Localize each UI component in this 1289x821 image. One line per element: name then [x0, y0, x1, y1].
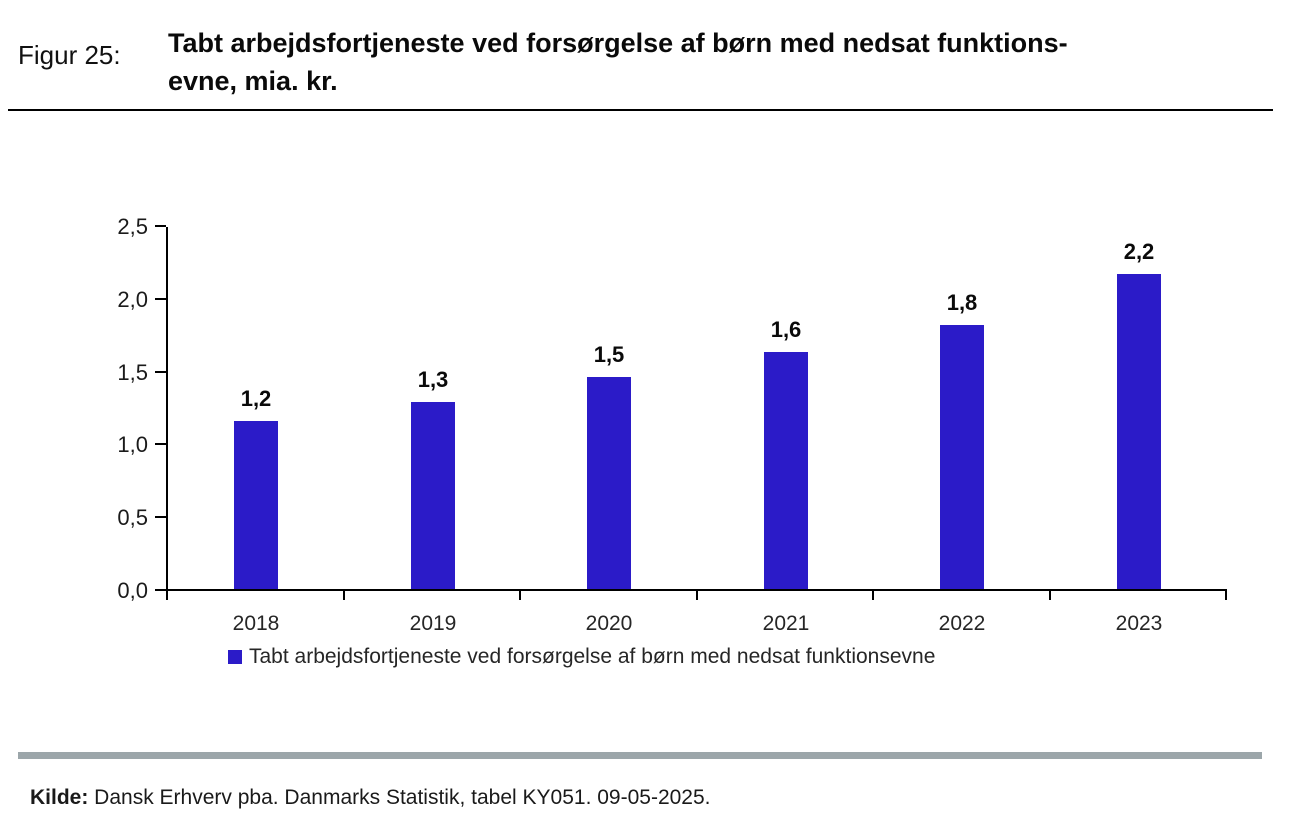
bar-value-label-2022: 1,8 [946, 290, 978, 315]
source-text: Dansk Erhverv pba. Danmarks Statistik, t… [88, 786, 711, 809]
y-axis-tick [155, 225, 166, 227]
figure-number-label: Figur 25: [18, 40, 121, 70]
y-axis-tick-label: 1,0 [117, 432, 148, 458]
chart-legend: Tabt arbejdsfortjeneste ved forsørgelse … [228, 645, 935, 669]
x-axis-label-2023: 2023 [1115, 612, 1163, 635]
x-axis-tick [1225, 591, 1227, 600]
x-axis-tick [1048, 591, 1051, 600]
x-axis-tick [519, 591, 521, 600]
bar-2023 [1117, 274, 1161, 589]
bar-value-label-2023: 2,2 [1123, 239, 1155, 264]
title-divider [8, 109, 1273, 111]
x-axis-label-2020: 2020 [585, 612, 633, 635]
x-axis-tick [342, 591, 345, 600]
y-axis-tick [155, 589, 166, 591]
bar-2018 [234, 421, 278, 589]
x-axis-label-2018: 2018 [232, 612, 280, 635]
x-axis-tick [872, 591, 874, 600]
y-axis-tick-label: 0,5 [117, 505, 148, 531]
x-axis-label-2021: 2021 [762, 612, 810, 635]
figure-title-line-2: evne, mia. kr. [168, 66, 338, 96]
x-axis-label-2019: 2019 [409, 612, 457, 635]
source-label: Kilde: [30, 786, 89, 809]
figure-title: Tabt arbejdsfortjeneste ved forsørgelse … [168, 24, 1278, 100]
bar-2020 [587, 377, 631, 589]
footer-divider [18, 752, 1262, 759]
source-line: Kilde: Dansk Erhverv pba. Danmarks Stati… [30, 786, 711, 810]
y-axis-tick [155, 297, 166, 300]
y-axis-tick-label: 0,0 [117, 578, 148, 603]
x-axis-tick [695, 591, 698, 600]
bar-value-label-2021: 1,6 [770, 317, 802, 342]
y-axis-tick [155, 516, 166, 519]
y-axis-tick [155, 443, 166, 446]
y-axis-tick-label: 2,0 [117, 286, 148, 312]
y-axis-tick-label: 1,5 [117, 359, 148, 385]
bar-2022 [940, 325, 984, 589]
x-axis-label-2022: 2022 [938, 612, 986, 635]
figure-title-line-1: Tabt arbejdsfortjeneste ved forsørgelse … [168, 28, 1068, 58]
x-axis-tick [166, 591, 168, 600]
x-axis-line [166, 589, 1227, 591]
y-axis-tick [155, 370, 166, 373]
y-axis-tick-label: 2,5 [117, 214, 148, 239]
legend-swatch [228, 650, 242, 664]
bar-2019 [411, 402, 455, 589]
bar-value-label-2019: 1,3 [417, 367, 449, 392]
legend-label: Tabt arbejdsfortjeneste ved forsørgelse … [249, 645, 936, 668]
bar-value-label-2018: 1,2 [240, 386, 272, 411]
y-axis-line [166, 227, 168, 591]
bar-value-label-2020: 1,5 [593, 342, 625, 367]
bar-2021 [764, 352, 808, 589]
